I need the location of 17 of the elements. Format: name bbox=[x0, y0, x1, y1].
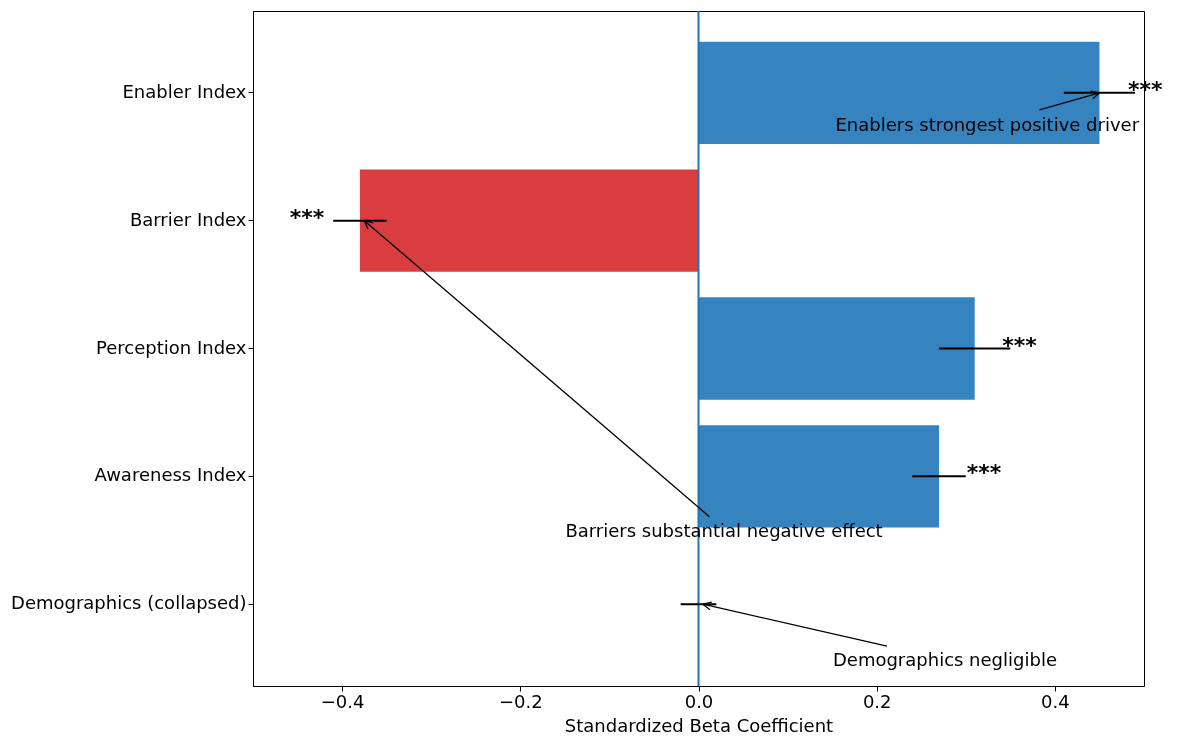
x-tick-label: 0.0 bbox=[684, 690, 714, 712]
x-tick-label: 0.2 bbox=[862, 690, 892, 712]
x-tick-label: −0.4 bbox=[320, 690, 365, 712]
y-tick-label: Enabler Index bbox=[122, 80, 247, 102]
bar bbox=[359, 169, 699, 272]
annotation: *** bbox=[289, 204, 325, 230]
annotation: Demographics negligible bbox=[832, 649, 1057, 671]
bar bbox=[698, 297, 975, 400]
x-tick-label: 0.4 bbox=[1041, 690, 1070, 712]
y-tick-label: Awareness Index bbox=[94, 464, 247, 486]
annotation: *** bbox=[1002, 332, 1038, 358]
y-tick-label: Demographics (collapsed) bbox=[11, 592, 247, 614]
x-tick-label: −0.2 bbox=[498, 690, 543, 712]
x-axis-title: Standardized Beta Coefficient bbox=[564, 714, 834, 736]
y-tick-label: Barrier Index bbox=[129, 208, 247, 230]
y-tick-label: Perception Index bbox=[96, 336, 247, 358]
annotation: *** bbox=[966, 460, 1002, 486]
